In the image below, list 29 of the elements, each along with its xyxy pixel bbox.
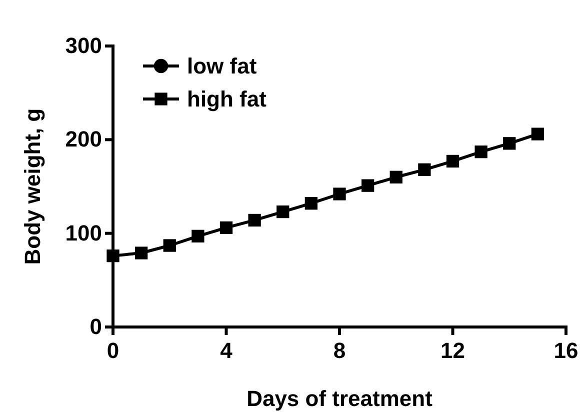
y-tick-label: 100 [65,220,102,246]
point [446,154,460,168]
point [418,163,431,176]
x-tick-label: 0 [106,338,120,363]
point [220,221,233,234]
point [276,205,290,218]
point [503,137,516,150]
legend-label: low fat [187,54,258,79]
x-tick-label: 8 [333,338,346,363]
legend-label: high fat [187,86,268,112]
point [474,146,488,158]
point [304,197,318,210]
point [106,249,120,262]
point [361,179,374,192]
point [248,214,261,227]
y-axis-title: Body weight, g [20,108,45,265]
y-tick-label: 200 [65,126,102,152]
x-tick-label: 16 [554,338,578,363]
x-tick-label: 4 [220,338,234,363]
point [531,128,544,140]
point [192,230,204,242]
y-tick-label: 300 [65,33,102,58]
point [390,170,402,184]
point [134,246,148,260]
x-tick-label: 12 [440,338,465,363]
y-tick-label: 0 [90,314,102,340]
point [163,239,176,252]
x-axis-title: Days of treatment [246,386,434,411]
point [333,188,346,200]
